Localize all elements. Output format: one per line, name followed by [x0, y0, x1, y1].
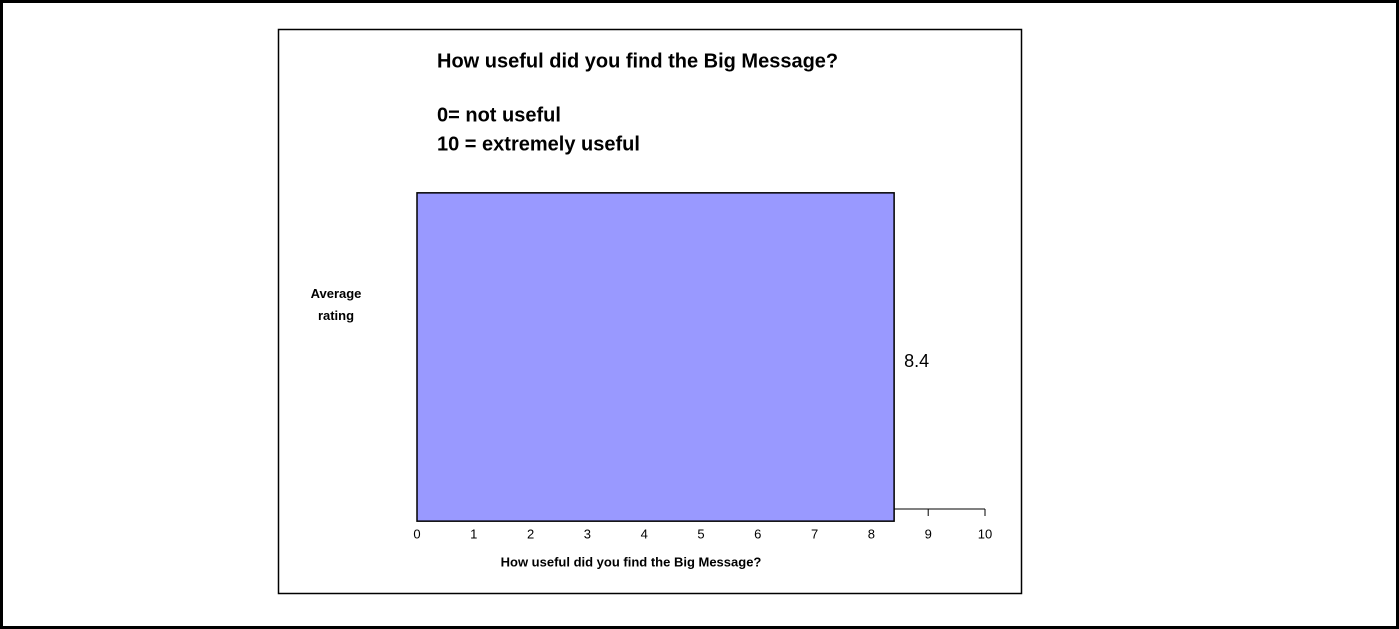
x-tick-label: 1 [470, 526, 477, 541]
x-tick-label: 8 [868, 526, 875, 541]
x-tick-label: 10 [978, 526, 992, 541]
bar [416, 192, 895, 522]
x-tick-label: 4 [641, 526, 648, 541]
x-tick-label: 2 [527, 526, 534, 541]
x-tick-label: 7 [811, 526, 818, 541]
x-tick-label: 9 [925, 526, 932, 541]
subtitle-line: 10 = extremely useful [437, 133, 640, 155]
x-tick-label: 6 [754, 526, 761, 541]
x-tick-label: 0 [413, 526, 420, 541]
x-tick-label: 3 [584, 526, 591, 541]
subtitle-line: 0= not useful [437, 104, 561, 126]
x-axis-label: How useful did you find the Big Message? [501, 554, 762, 569]
chart-title: How useful did you find the Big Message? [437, 50, 838, 72]
value-label: 8.4 [904, 351, 929, 371]
x-tick-label: 5 [697, 526, 704, 541]
y-tick-label: Average rating [310, 286, 362, 323]
